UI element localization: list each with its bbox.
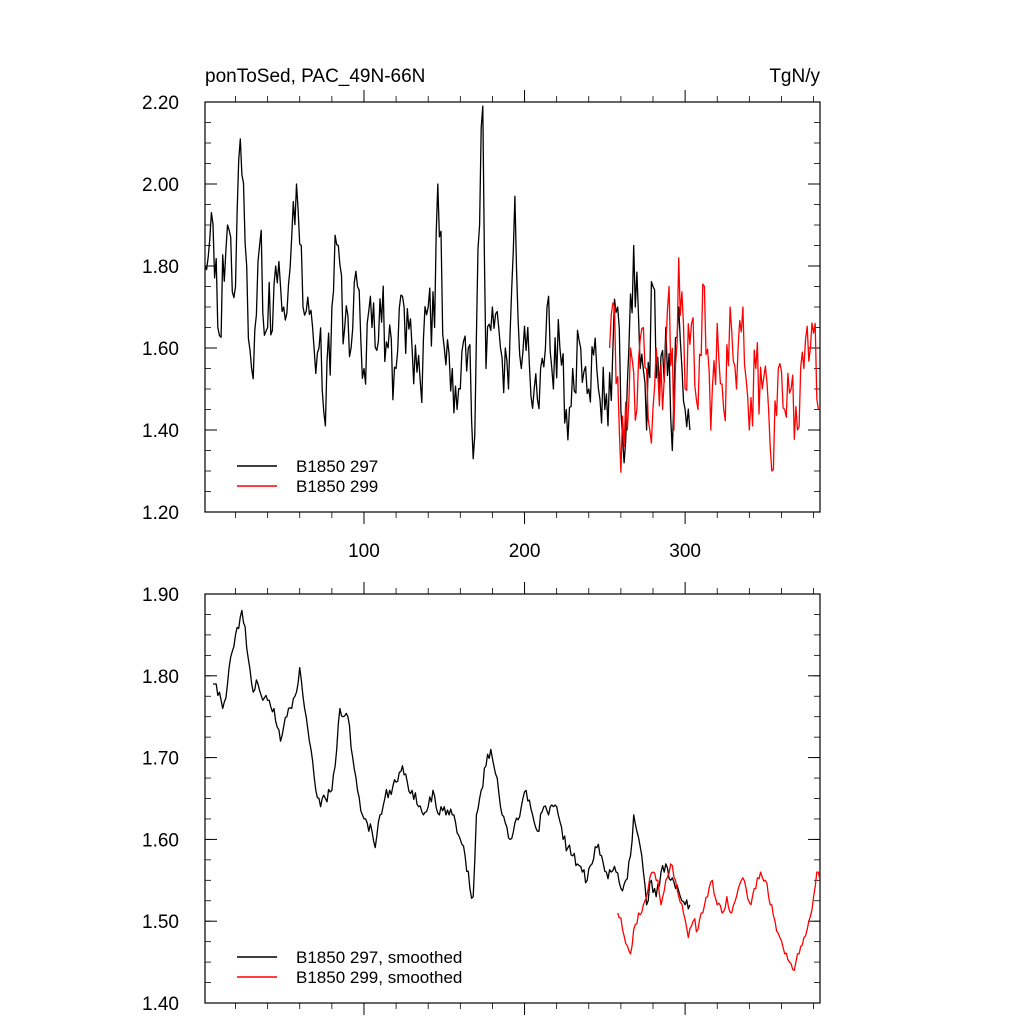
- x-tick-label: 100: [348, 541, 380, 562]
- plot-frame: [204, 101, 821, 513]
- legend-label-1: B1850 297: [296, 457, 378, 476]
- series-line-1: [205, 105, 691, 464]
- y-tick-label: 1.40: [142, 421, 179, 442]
- x-tick-label: 300: [669, 541, 701, 562]
- series-line-2: [608, 257, 820, 473]
- y-tick-label: 1.20: [142, 503, 179, 524]
- top-panel: 1.20 1.40 1.60 1.80 2.00 2.20 100 200 300 B1850 2…: [142, 90, 821, 562]
- y-tick-label: 1.50: [142, 912, 179, 933]
- y-tick-label: 1.60: [142, 830, 179, 851]
- y-tick-label: 1.60: [142, 339, 179, 360]
- y-tick-label: 1.40: [142, 994, 179, 1015]
- legend-label-1: B1850 297, smoothed: [296, 948, 462, 967]
- y-tick-label: 1.70: [142, 749, 179, 770]
- legend-label-2: B1850 299, smoothed: [296, 968, 462, 987]
- y-tick-label: 2.00: [142, 175, 179, 196]
- series-line-1: [213, 609, 691, 910]
- x-tick-label: 200: [509, 541, 541, 562]
- series-line-2: [617, 863, 820, 971]
- y-tick-label: 1.80: [142, 257, 179, 278]
- chart-title: ponToSed, PAC_49N-66N: [205, 66, 425, 87]
- bottom-panel: 1.40 1.50 1.60 1.70 1.80 1.90 B1850 297, smoot…: [142, 582, 821, 1015]
- plot-frame: [204, 593, 821, 1004]
- y-tick-label: 1.90: [142, 585, 179, 606]
- legend-label-2: B1850 299: [296, 477, 378, 496]
- y-tick-label: 2.20: [142, 93, 179, 114]
- y-tick-label: 1.80: [142, 667, 179, 688]
- chart-units: TgN/y: [769, 66, 820, 87]
